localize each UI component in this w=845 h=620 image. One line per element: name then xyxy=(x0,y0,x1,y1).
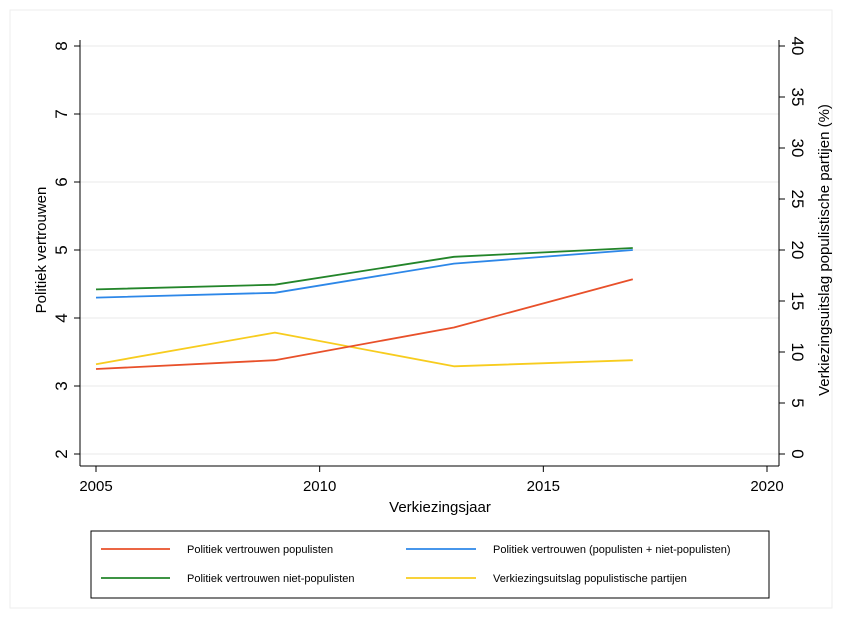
y-tick-label: 3 xyxy=(52,381,71,390)
gridlines xyxy=(80,45,779,455)
legend-box xyxy=(90,530,770,599)
y-tick-label: 7 xyxy=(52,109,71,118)
y2-tick-label: 40 xyxy=(788,37,807,56)
legend-label: Politiek vertrouwen populisten xyxy=(187,544,333,556)
x-axis-label: Verkiezingsjaar xyxy=(389,499,491,516)
y-tick-label: 2 xyxy=(52,449,71,458)
y2-tick-label: 35 xyxy=(788,88,807,107)
legend: Politiek vertrouwen populisten Politiek v… xyxy=(90,530,770,599)
legend-label: Politiek vertrouwen (populisten + niet-p… xyxy=(493,544,731,556)
y2-tick-label: 15 xyxy=(788,292,807,311)
figure-border xyxy=(9,9,833,609)
y-tick-label: 6 xyxy=(52,177,71,186)
series-line-3 xyxy=(95,331,633,368)
axes xyxy=(79,40,780,467)
y2-tick-label: 30 xyxy=(788,139,807,158)
y2-tick-label: 25 xyxy=(788,190,807,209)
legend-label: Politiek vertrouwen niet-populisten xyxy=(187,573,355,585)
x-tick-label: 2015 xyxy=(527,478,560,495)
y-tick-label: 8 xyxy=(52,41,71,50)
series-line-0 xyxy=(95,278,634,370)
y-axis-label: Politiek vertrouwen xyxy=(33,187,50,314)
legend-label: Verkiezingsuitslag populistische partije… xyxy=(493,573,687,585)
series-lines xyxy=(95,247,634,370)
y2-tick-label: 5 xyxy=(788,398,807,407)
x-tick-label: 2005 xyxy=(79,478,112,495)
y2-axis-label: Verkiezingsuitslag populistische partije… xyxy=(816,104,833,396)
series-line-2 xyxy=(95,247,633,291)
y2-tick-label: 0 xyxy=(788,449,807,458)
y-tick-label: 4 xyxy=(52,313,71,322)
y2-tick-label: 20 xyxy=(788,241,807,260)
y-tick-label: 5 xyxy=(52,245,71,254)
x-tick-label: 2010 xyxy=(303,478,336,495)
tick-marks: 2 3 4 5 6 7 8 0 5 10 15 20 25 30 35 40 2005 2010 2015 2020 xyxy=(52,37,807,495)
x-tick-label: 2020 xyxy=(750,478,783,495)
y2-tick-label: 10 xyxy=(788,343,807,362)
series-line-1 xyxy=(95,249,633,299)
